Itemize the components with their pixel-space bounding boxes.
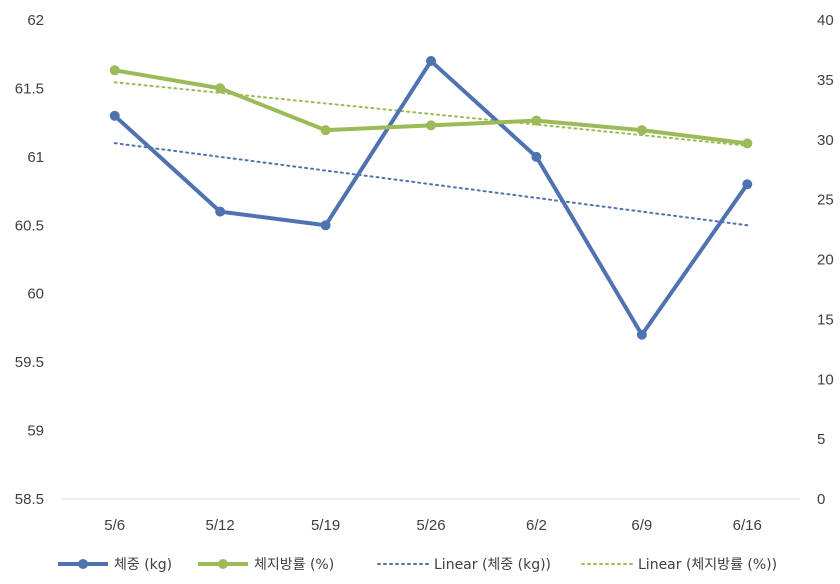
right-tick-label: 25 bbox=[817, 192, 834, 209]
legend-label: Linear (체지방률 (%)) bbox=[638, 557, 777, 573]
data-point bbox=[742, 179, 753, 190]
right-tick-label: 15 bbox=[817, 311, 834, 328]
right-axis-ticks: 0 5 10 15 20 25 30 35 40 bbox=[817, 12, 834, 508]
right-tick-label: 35 bbox=[817, 72, 834, 89]
legend-label: Linear (체중 (kg)) bbox=[434, 557, 551, 573]
data-point bbox=[636, 329, 647, 340]
x-tick-label: 5/12 bbox=[206, 517, 235, 534]
x-tick-label: 5/19 bbox=[311, 517, 340, 534]
trendline-1 bbox=[113, 142, 749, 227]
trendline-2 bbox=[113, 81, 749, 147]
right-tick-label: 10 bbox=[817, 371, 834, 388]
data-point bbox=[215, 206, 226, 217]
right-tick-label: 5 bbox=[817, 431, 825, 448]
x-tick-label: 5/6 bbox=[104, 517, 125, 534]
x-tick-label: 6/16 bbox=[733, 517, 762, 534]
left-axis-ticks: 58.5 59 59.5 60 60.5 61 61.5 62 bbox=[15, 12, 44, 508]
data-point bbox=[426, 120, 436, 131]
data-point bbox=[215, 83, 226, 94]
legend-label: 체중 (kg) bbox=[114, 557, 172, 573]
left-tick-label: 60 bbox=[27, 286, 44, 303]
right-tick-label: 40 bbox=[817, 12, 834, 29]
data-point bbox=[320, 125, 331, 136]
left-tick-label: 62 bbox=[27, 12, 44, 29]
data-point bbox=[426, 56, 436, 67]
left-tick-label: 61 bbox=[27, 149, 44, 166]
left-tick-label: 60.5 bbox=[15, 217, 44, 234]
series-line-2 bbox=[112, 68, 750, 146]
legend-marker bbox=[218, 559, 228, 569]
right-tick-label: 20 bbox=[817, 252, 834, 269]
x-axis-ticks: 5/6 5/12 5/19 5/26 6/2 6/9 6/16 bbox=[104, 517, 762, 534]
data-point bbox=[320, 220, 331, 231]
data-point bbox=[531, 115, 542, 126]
x-tick-label: 5/26 bbox=[416, 517, 445, 534]
series-line-1 bbox=[112, 59, 750, 337]
series-lines bbox=[109, 56, 753, 340]
left-tick-label: 59.5 bbox=[15, 354, 44, 371]
legend-marker bbox=[78, 559, 88, 569]
data-point bbox=[636, 125, 647, 136]
left-tick-label: 58.5 bbox=[15, 491, 44, 508]
legend: 체중 (kg) 체지방률 (%) Linear (체중 (kg)) Linear (체… bbox=[58, 557, 777, 573]
x-tick-label: 6/9 bbox=[631, 517, 652, 534]
right-tick-label: 0 bbox=[817, 491, 825, 508]
legend-label: 체지방률 (%) bbox=[254, 557, 334, 573]
left-tick-label: 59 bbox=[27, 423, 44, 440]
data-point bbox=[742, 138, 753, 149]
data-point bbox=[531, 151, 542, 162]
data-point bbox=[109, 110, 120, 121]
right-tick-label: 30 bbox=[817, 132, 834, 149]
left-tick-label: 61.5 bbox=[15, 80, 44, 97]
data-point bbox=[109, 65, 120, 76]
x-tick-label: 6/2 bbox=[526, 517, 547, 534]
